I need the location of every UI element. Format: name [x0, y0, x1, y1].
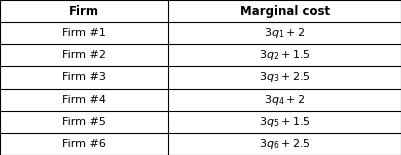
Text: Firm #4: Firm #4: [62, 95, 106, 105]
Text: Firm #2: Firm #2: [62, 50, 106, 60]
Text: Firm #6: Firm #6: [62, 139, 106, 149]
Text: $3q_4 + 2$: $3q_4 + 2$: [264, 93, 305, 107]
Text: Firm #3: Firm #3: [62, 73, 106, 82]
Text: $3q_3 + 2.5$: $3q_3 + 2.5$: [259, 71, 310, 84]
Text: $3q_2 + 1.5$: $3q_2 + 1.5$: [259, 48, 310, 62]
Text: Firm #1: Firm #1: [62, 28, 106, 38]
Text: Firm: Firm: [69, 4, 99, 18]
Text: Firm #5: Firm #5: [62, 117, 106, 127]
Text: $3q_1 + 2$: $3q_1 + 2$: [264, 26, 305, 40]
Text: Marginal cost: Marginal cost: [240, 4, 330, 18]
Text: $3q_5 + 1.5$: $3q_5 + 1.5$: [259, 115, 310, 129]
Text: $3q_6 + 2.5$: $3q_6 + 2.5$: [259, 137, 310, 151]
